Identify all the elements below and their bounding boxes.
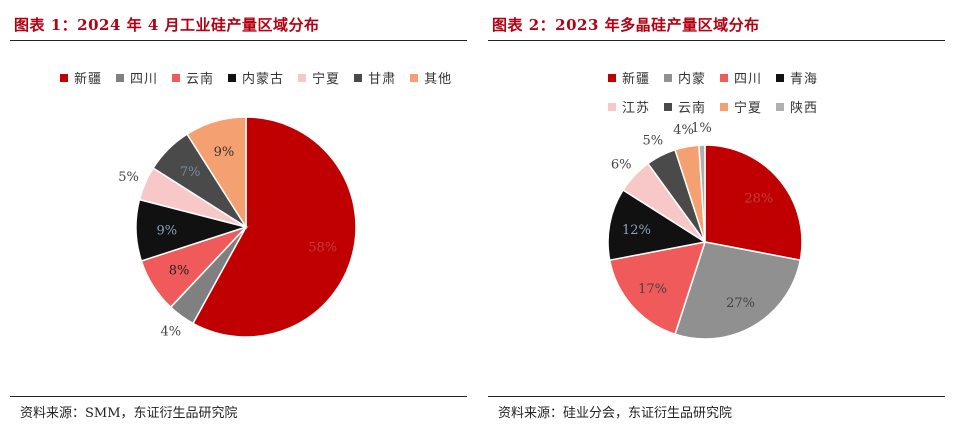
- legend-swatch: [664, 102, 673, 111]
- legend-label: 新疆: [74, 72, 103, 87]
- data-label: 9%: [214, 145, 235, 160]
- legend-item: 甘肃: [354, 68, 396, 87]
- legend-item: 其他: [410, 68, 452, 87]
- legend-item: 陕西: [776, 97, 818, 116]
- legend-item: 内蒙古: [228, 68, 284, 87]
- pie-slice: [608, 241, 707, 336]
- legend-swatch: [354, 73, 363, 82]
- legend-item: 青海: [776, 68, 818, 87]
- legend-label: 新疆: [622, 72, 651, 87]
- pie-chart: 58% 4% 8% 9% 5% 7% 9%: [118, 116, 357, 340]
- legend-label: 四川: [734, 72, 763, 87]
- data-label: 9%: [156, 224, 177, 239]
- legend-swatch: [410, 73, 419, 82]
- legend-label: 青海: [790, 72, 819, 87]
- data-label: 17%: [638, 282, 667, 297]
- pie-slice: [704, 144, 803, 262]
- source-rule: [10, 396, 467, 397]
- pie-slice: [674, 241, 802, 340]
- source-note: 资料来源：硅业分会，东证衍生品研究院: [498, 406, 733, 421]
- pie-slice: [607, 188, 708, 262]
- data-label: 8%: [169, 263, 190, 278]
- legend-item: 云南: [664, 97, 706, 116]
- chart-panel-left: 图表 1：2024 年 4 月工业硅产量区域分布 新疆 四川 云南 内蒙古 宁夏 甘肃 其他…: [0, 0, 475, 441]
- chart-title: 图表 1：2024 年 4 月工业硅产量区域分布: [14, 16, 320, 34]
- data-label: 58%: [308, 241, 337, 256]
- legend-item: 四川: [116, 68, 158, 87]
- source-rule: [488, 396, 945, 397]
- pie-chart: 28% 27% 17% 12% 6% 5% 4%1%: [607, 121, 803, 340]
- title-rule: [10, 40, 467, 41]
- legend-label: 宁夏: [734, 101, 763, 116]
- legend-item: 宁夏: [298, 68, 340, 87]
- chart-legend: 新疆 四川 云南 内蒙古 宁夏 甘肃 其他: [60, 68, 466, 97]
- legend-item: 云南: [172, 68, 214, 87]
- legend-swatch: [720, 73, 729, 82]
- legend-label: 四川: [130, 72, 159, 87]
- legend-label: 甘肃: [368, 72, 397, 87]
- pie-slice: [186, 116, 247, 230]
- legend-label: 陕西: [790, 101, 819, 116]
- legend-swatch: [720, 102, 729, 111]
- data-label: 4%: [160, 325, 181, 340]
- legend-swatch: [298, 73, 307, 82]
- legend-swatch: [172, 73, 181, 82]
- data-label: 7%: [180, 165, 201, 180]
- legend-label: 内蒙: [678, 72, 707, 87]
- legend-item: 江苏: [608, 97, 650, 116]
- chart-legend: 新疆 内蒙 四川 青海江苏 云南 宁夏 陕西: [608, 68, 832, 126]
- legend-item: 新疆: [60, 68, 102, 87]
- data-label: 27%: [726, 296, 755, 311]
- source-note: 资料来源：SMM，东证衍生品研究院: [20, 406, 238, 421]
- legend-item: 内蒙: [664, 68, 706, 87]
- legend-label: 其他: [424, 72, 453, 87]
- legend-item: 四川: [720, 68, 762, 87]
- legend-swatch: [608, 73, 616, 82]
- legend-swatch: [776, 73, 785, 82]
- legend-label: 江苏: [622, 101, 651, 116]
- data-label: 12%: [622, 223, 651, 238]
- legend-swatch: [664, 73, 673, 82]
- legend-label: 云南: [186, 72, 215, 87]
- pie-slice: [191, 116, 357, 338]
- legend-item: 宁夏: [720, 97, 762, 116]
- legend-swatch: [228, 73, 237, 82]
- data-label: 28%: [744, 192, 773, 207]
- data-label: 1%: [691, 121, 712, 136]
- data-label: 5%: [118, 170, 139, 185]
- title-rule: [488, 40, 945, 41]
- pie-slice: [698, 144, 706, 243]
- legend-label: 云南: [678, 101, 707, 116]
- legend-label: 宁夏: [312, 72, 341, 87]
- legend-swatch: [116, 73, 125, 82]
- legend-swatch: [60, 73, 68, 82]
- legend-swatch: [776, 102, 785, 111]
- legend-item: 新疆: [608, 68, 650, 87]
- data-label: 6%: [611, 157, 632, 172]
- data-label: 4%: [673, 123, 694, 138]
- chart-panel-right: 图表 2：2023 年多晶硅产量区域分布 新疆 内蒙 四川 青海江苏 云南 宁夏 陕西 28…: [478, 0, 953, 441]
- legend-label: 内蒙古: [242, 72, 285, 87]
- chart-title: 图表 2：2023 年多晶硅产量区域分布: [492, 16, 760, 34]
- data-label: 5%: [642, 134, 663, 149]
- legend-swatch: [608, 102, 616, 111]
